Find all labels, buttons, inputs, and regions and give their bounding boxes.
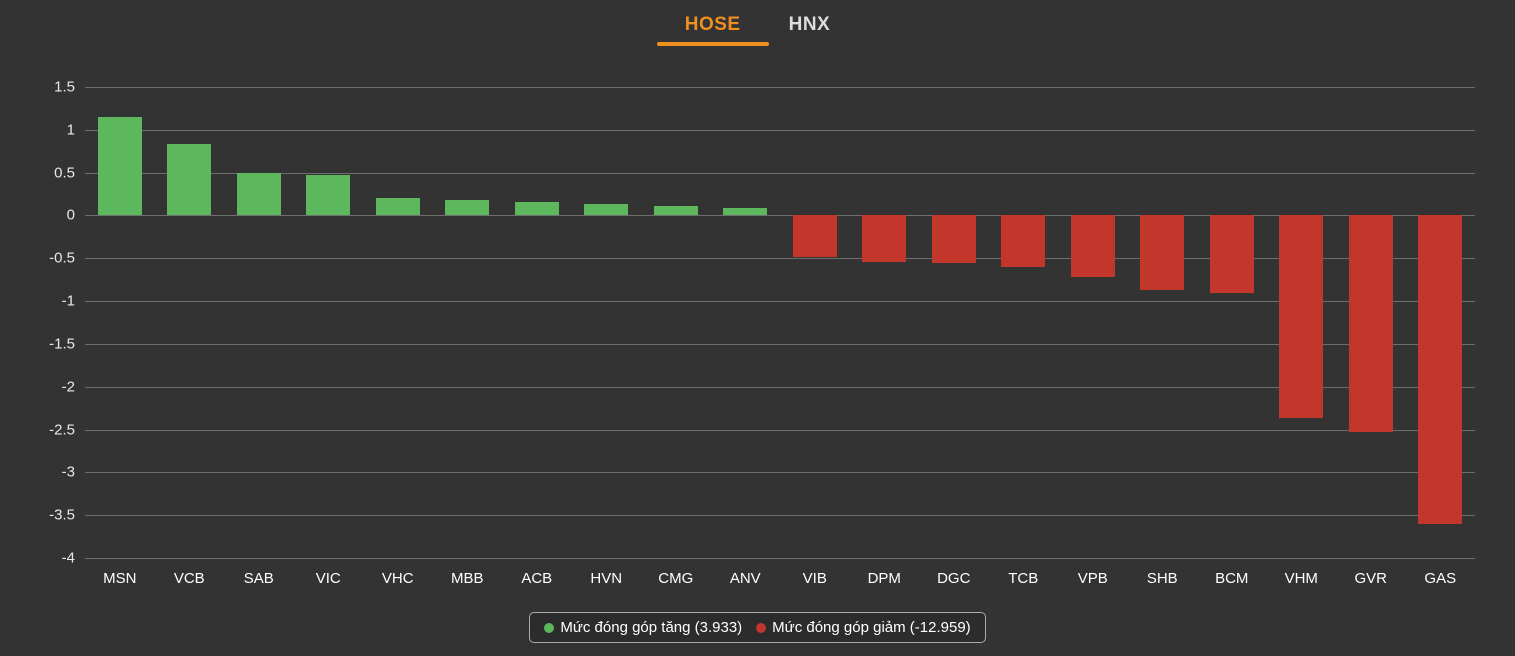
exchange-tabs: HOSE HNX: [0, 10, 1515, 46]
y-tick-label: -1: [61, 292, 75, 310]
bar-vhc[interactable]: [375, 198, 420, 216]
y-tick-label: -0.5: [49, 249, 75, 267]
gridline: [85, 515, 1475, 517]
x-label-hvn: HVN: [590, 570, 623, 587]
bar-vhm[interactable]: [1279, 215, 1324, 419]
gridline: [85, 429, 1475, 431]
bar-sab[interactable]: [236, 172, 281, 216]
y-tick-label: 0.5: [54, 164, 75, 182]
legend-down-dot-icon: [756, 622, 767, 633]
y-tick-label: -3: [61, 463, 75, 481]
x-label-gas: GAS: [1424, 570, 1457, 587]
legend-up-label: Mức đóng góp tăng (3.933): [560, 619, 743, 636]
x-label-anv: ANV: [729, 570, 761, 587]
contribution-bar-chart: 1.5 1 0.5 0 -0.5 -1 -1.5 -2 -2.5 -3 -3.5 -4 MSN VCB S…: [49, 79, 1475, 587]
gridline: [85, 87, 1475, 88]
x-label-cmg: CMG: [658, 570, 694, 587]
legend: Mức đóng góp tăng (3.933) Mức đóng góp g…: [0, 612, 1515, 643]
tab-hnx[interactable]: HNX: [788, 14, 831, 35]
y-tick-label: 1.5: [54, 78, 75, 96]
gridline: [85, 472, 1475, 474]
y-tick-label: -3.5: [49, 506, 75, 524]
gridline: [85, 258, 1475, 260]
x-label-vhm: VHM: [1284, 570, 1318, 587]
gridline: [85, 343, 1475, 345]
legend-box: Mức đóng góp tăng (3.933) Mức đóng góp g…: [529, 612, 986, 643]
x-label-sab: SAB: [243, 570, 274, 587]
x-label-vib: VIB: [802, 570, 827, 587]
y-tick-label: -2: [61, 378, 75, 396]
gridline: [85, 386, 1475, 388]
tab-hose[interactable]: HOSE: [656, 10, 769, 46]
gridline: [85, 301, 1475, 303]
y-tick-label: 0: [66, 206, 75, 224]
bar-gvr[interactable]: [1348, 215, 1393, 433]
gridline: [85, 129, 1475, 131]
x-label-dpm: DPM: [867, 570, 901, 587]
y-tick-label: 1: [66, 121, 75, 139]
plot-area: 1.5 1 0.5 0 -0.5 -1 -1.5 -2 -2.5 -3 -3.5 -4: [49, 79, 1475, 567]
bar-vib[interactable]: [792, 215, 837, 258]
x-label-dgc: DGC: [937, 570, 971, 587]
y-tick-label: -2.5: [49, 421, 75, 439]
x-label-bcm: BCM: [1215, 570, 1249, 587]
bar-bcm[interactable]: [1209, 215, 1254, 293]
y-tick-label: -4: [61, 549, 75, 567]
gridline: [85, 558, 1475, 559]
x-label-vcb: VCB: [173, 570, 205, 587]
legend-down-label: Mức đóng góp giảm (-12.959): [772, 619, 971, 636]
x-label-msn: MSN: [103, 570, 137, 587]
x-axis: MSN VCB SAB VIC VHC MBB ACB HVN CMG ANV VIB DPM DGC T…: [85, 570, 1475, 587]
x-label-gvr: GVR: [1354, 570, 1387, 587]
x-label-vic: VIC: [315, 570, 341, 587]
bar-anv[interactable]: [723, 207, 768, 216]
bar-cmg[interactable]: [653, 206, 698, 216]
x-label-mbb: MBB: [450, 570, 484, 587]
gridline: [85, 215, 1475, 217]
bar-hvn[interactable]: [584, 204, 629, 216]
bar-gas[interactable]: [1418, 215, 1463, 524]
x-label-vhc: VHC: [381, 570, 414, 587]
bar-vic[interactable]: [306, 175, 351, 216]
y-tick-label: -1.5: [49, 335, 75, 353]
bar-vcb[interactable]: [167, 143, 212, 216]
bar-dpm[interactable]: [862, 215, 907, 262]
bar-acb[interactable]: [514, 201, 559, 216]
bar-shb[interactable]: [1140, 215, 1185, 290]
x-label-shb: SHB: [1146, 570, 1178, 587]
legend-up-dot-icon: [544, 622, 555, 633]
legend-item-up: Mức đóng góp tăng (3.933): [544, 619, 742, 636]
bar-vpb[interactable]: [1070, 215, 1115, 278]
bar-tcb[interactable]: [1001, 215, 1046, 267]
legend-item-down: Mức đóng góp giảm (-12.959): [756, 619, 971, 636]
bar-msn[interactable]: [97, 116, 142, 216]
x-label-acb: ACB: [521, 570, 553, 587]
x-label-tcb: TCB: [1008, 570, 1039, 587]
x-label-vpb: VPB: [1077, 570, 1108, 587]
bar-dgc[interactable]: [931, 215, 976, 263]
gridline: [85, 172, 1475, 174]
bar-mbb[interactable]: [445, 200, 490, 216]
